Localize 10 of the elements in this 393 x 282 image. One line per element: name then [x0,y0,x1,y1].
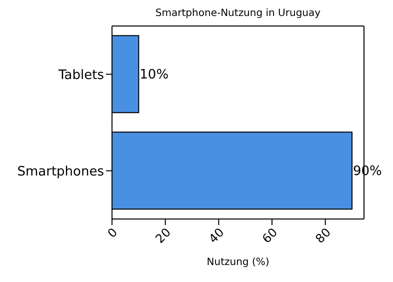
x-tick-label: 20 [152,225,174,246]
y-tick-label: Tablets [58,68,104,83]
x-tick-label: 0 [104,225,120,241]
x-axis-title: Nutzung (%) [206,257,270,268]
x-tick-label: 80 [312,225,334,246]
y-tick-label: Smartphones [17,164,104,180]
data-label: 10% [140,68,169,83]
x-tick-label: 40 [206,225,227,246]
x-tick-label: 60 [259,225,280,246]
chart-title: Smartphone-Nutzung in Uruguay [154,8,322,19]
